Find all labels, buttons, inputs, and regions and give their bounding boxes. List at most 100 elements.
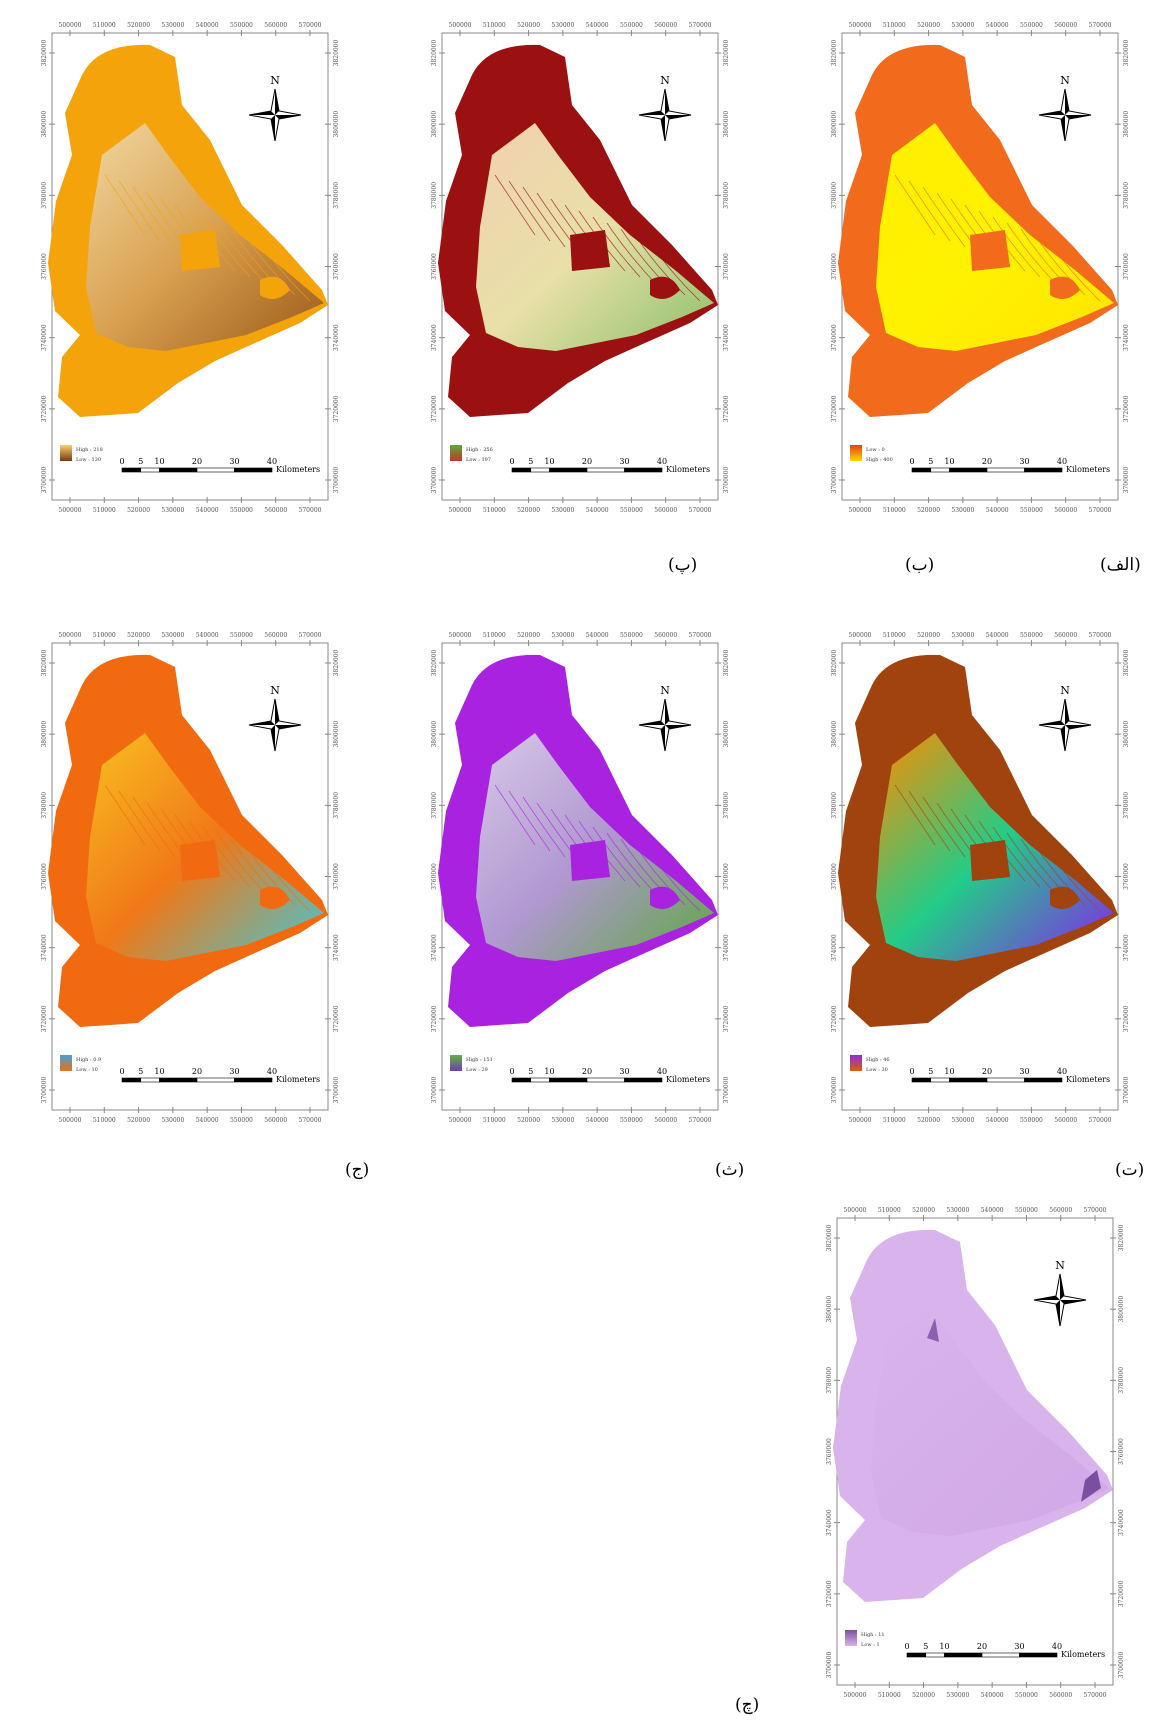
stream bbox=[1034, 844, 1086, 906]
y-coordinate: 3820000 bbox=[41, 649, 48, 676]
scale-label: 5 bbox=[528, 457, 533, 466]
stream bbox=[1020, 228, 1071, 290]
stream bbox=[202, 216, 251, 278]
y-coordinate: 3740000 bbox=[431, 324, 438, 351]
stream bbox=[146, 802, 191, 864]
scale-segment bbox=[159, 1077, 198, 1083]
y-coordinate: 3800000 bbox=[826, 1296, 833, 1323]
scale-label: 30 bbox=[619, 1067, 629, 1076]
stream bbox=[494, 784, 536, 846]
scale-unit: Kilometers bbox=[1066, 1075, 1110, 1084]
legend-label: Low : 197 bbox=[466, 457, 491, 463]
y-coordinate: 3720000 bbox=[831, 1005, 838, 1032]
stream bbox=[118, 180, 161, 242]
patch bbox=[927, 1318, 939, 1342]
y-coordinate: 3820000 bbox=[41, 39, 48, 66]
x-coordinate: 540000 bbox=[981, 1692, 1004, 1699]
y-coordinate: 3760000 bbox=[41, 863, 48, 890]
x-coordinate: 520000 bbox=[127, 22, 150, 29]
stream bbox=[606, 222, 656, 284]
scale-label: 5 bbox=[923, 1642, 928, 1651]
scale-unit: Kilometers bbox=[1066, 465, 1110, 474]
y-coordinate: 3780000 bbox=[1123, 182, 1130, 209]
patch bbox=[550, 118, 590, 155]
x-coordinate: 520000 bbox=[517, 507, 540, 514]
y-coordinate: 3740000 bbox=[431, 934, 438, 961]
patch bbox=[950, 728, 990, 765]
stream bbox=[1034, 234, 1086, 296]
y-coordinate: 3700000 bbox=[1123, 1076, 1130, 1103]
x-coordinate: 520000 bbox=[127, 507, 150, 514]
scale-label: 5 bbox=[528, 1067, 533, 1076]
scale-segment bbox=[930, 467, 950, 473]
x-coordinate: 520000 bbox=[517, 632, 540, 639]
stream bbox=[564, 204, 611, 266]
stream bbox=[922, 186, 966, 248]
y-coordinate: 3720000 bbox=[431, 395, 438, 422]
y-coordinate: 3780000 bbox=[831, 792, 838, 819]
north-label: N bbox=[660, 684, 670, 697]
y-coordinate: 3820000 bbox=[1118, 1224, 1125, 1251]
y-coordinate: 3740000 bbox=[831, 324, 838, 351]
panel-label: (ت) bbox=[1115, 1160, 1145, 1180]
x-coordinate: 520000 bbox=[917, 1117, 940, 1124]
y-coordinate: 3780000 bbox=[333, 182, 340, 209]
scale-segment bbox=[624, 1077, 663, 1083]
y-coordinate: 3800000 bbox=[41, 111, 48, 138]
y-coordinate: 3760000 bbox=[333, 253, 340, 280]
scale-label: 40 bbox=[1057, 457, 1067, 466]
scale-segment bbox=[586, 1077, 625, 1083]
stream bbox=[244, 844, 296, 906]
y-coordinate: 3720000 bbox=[723, 1005, 730, 1032]
y-coordinate: 3760000 bbox=[1118, 1438, 1125, 1465]
y-coordinate: 3820000 bbox=[333, 649, 340, 676]
y-coordinate: 3720000 bbox=[41, 395, 48, 422]
y-coordinate: 3820000 bbox=[723, 649, 730, 676]
x-coordinate: 550000 bbox=[1020, 632, 1043, 639]
stream bbox=[550, 198, 596, 260]
x-coordinate: 540000 bbox=[986, 1117, 1009, 1124]
stream bbox=[522, 796, 566, 858]
x-coordinate: 540000 bbox=[586, 632, 609, 639]
x-coordinate: 530000 bbox=[551, 1117, 574, 1124]
scale-label: 40 bbox=[657, 1067, 667, 1076]
scale-label: 10 bbox=[939, 1642, 949, 1651]
y-coordinate: 3800000 bbox=[431, 111, 438, 138]
scale-label: 30 bbox=[1014, 1642, 1024, 1651]
scale-segment bbox=[159, 467, 198, 473]
scale-label: 5 bbox=[928, 457, 933, 466]
panel-label: (پ) bbox=[668, 555, 698, 575]
x-coordinate: 560000 bbox=[1049, 1692, 1072, 1699]
y-coordinate: 3700000 bbox=[723, 466, 730, 493]
stream bbox=[522, 186, 566, 248]
scale-segment bbox=[911, 467, 932, 473]
x-coordinate: 540000 bbox=[196, 507, 219, 514]
legend-label: High : 151 bbox=[466, 1057, 493, 1063]
scale-segment bbox=[511, 1077, 532, 1083]
x-coordinate: 550000 bbox=[1020, 22, 1043, 29]
x-coordinate: 500000 bbox=[59, 1117, 82, 1124]
x-coordinate: 560000 bbox=[264, 1117, 287, 1124]
y-coordinate: 3800000 bbox=[333, 111, 340, 138]
y-coordinate: 3780000 bbox=[41, 182, 48, 209]
x-coordinate: 540000 bbox=[986, 22, 1009, 29]
scale-label: 10 bbox=[154, 457, 164, 466]
x-coordinate: 550000 bbox=[620, 507, 643, 514]
north-arrow bbox=[639, 89, 691, 141]
x-coordinate: 500000 bbox=[844, 1207, 867, 1214]
x-coordinate: 500000 bbox=[849, 507, 872, 514]
scale-segment bbox=[196, 467, 235, 473]
y-coordinate: 3800000 bbox=[831, 111, 838, 138]
stream bbox=[978, 210, 1026, 272]
x-coordinate: 570000 bbox=[1089, 507, 1112, 514]
stream bbox=[132, 796, 176, 858]
y-coordinate: 3740000 bbox=[41, 934, 48, 961]
x-coordinate: 520000 bbox=[912, 1207, 935, 1214]
y-coordinate: 3780000 bbox=[431, 792, 438, 819]
stream bbox=[978, 820, 1026, 882]
y-coordinate: 3820000 bbox=[1123, 649, 1130, 676]
x-coordinate: 520000 bbox=[517, 22, 540, 29]
x-coordinate: 530000 bbox=[551, 632, 574, 639]
stream bbox=[104, 784, 146, 846]
x-coordinate: 540000 bbox=[196, 22, 219, 29]
